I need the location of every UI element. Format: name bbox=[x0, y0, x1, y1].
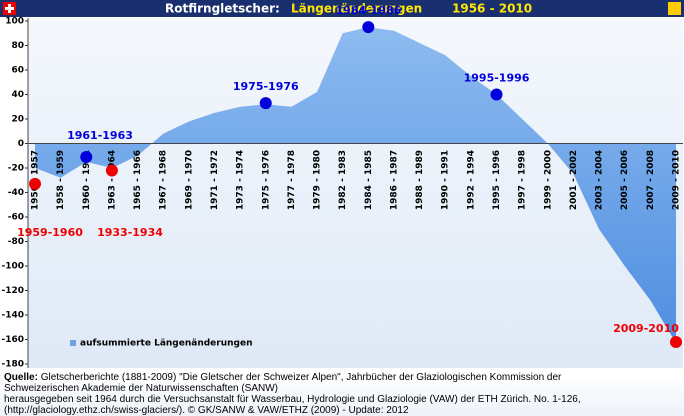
source-line: Quelle: Gletscherberichte (1881-2009) "D… bbox=[4, 372, 684, 383]
icon bbox=[668, 2, 681, 15]
x-tick-label: 1977 - 1978 bbox=[287, 150, 297, 210]
annotation-label: 1959-1960 bbox=[17, 226, 83, 239]
annotation-label: 1975-1976 bbox=[233, 80, 299, 93]
legend-label: aufsummierte Längenänderungen bbox=[80, 339, 253, 349]
marker bbox=[105, 164, 118, 177]
x-tick-label: 1988 - 1989 bbox=[415, 150, 425, 210]
marker bbox=[490, 88, 503, 101]
title-bar bbox=[0, 0, 684, 17]
x-tick-label: 2001 - 2002 bbox=[569, 150, 579, 210]
x-tick-label: 1958 - 1959 bbox=[56, 150, 66, 210]
marker bbox=[259, 97, 272, 110]
x-tick-label: 1992 - 1994 bbox=[466, 150, 476, 210]
annotation-label: 1984-1986 bbox=[335, 4, 401, 17]
y-tick-label: 80 bbox=[11, 41, 24, 51]
source-text: Schweizerischen Akademie der Naturwissen… bbox=[4, 383, 278, 394]
y-tick-label: -180 bbox=[1, 360, 24, 370]
y-tick-label: -100 bbox=[1, 262, 24, 272]
x-tick-label: 2007 - 2008 bbox=[646, 150, 656, 210]
marker bbox=[362, 21, 375, 34]
y-tick-label: 40 bbox=[11, 90, 24, 100]
x-tick-label: 1979 - 1980 bbox=[313, 150, 323, 210]
y-tick-label: -40 bbox=[8, 188, 24, 198]
x-tick-label: 1990 - 1991 bbox=[441, 150, 451, 210]
chart-subtitle: Längenänderungen bbox=[291, 2, 422, 16]
x-tick-label: 1984 - 1985 bbox=[364, 150, 374, 210]
source-text: herausgegeben seit 1964 durch die Versuc… bbox=[4, 394, 581, 405]
annotation-label: 1995-1996 bbox=[464, 72, 530, 85]
x-tick-label: 1997 - 1998 bbox=[518, 150, 528, 210]
x-tick-label: 1995 - 1996 bbox=[492, 150, 502, 210]
chart: Rotfirngletscher: Längenänderungen 1956 … bbox=[0, 0, 684, 370]
x-tick-label: 1975 - 1976 bbox=[261, 150, 271, 210]
area bbox=[35, 27, 676, 344]
y-tick-label: 60 bbox=[11, 66, 24, 76]
x-tick-label: 1982 - 1983 bbox=[338, 150, 348, 210]
y-tick-label: -20 bbox=[8, 164, 24, 174]
x-tick-label: 2009 - 2010 bbox=[672, 150, 682, 210]
marker bbox=[29, 177, 41, 190]
x-tick-label: 1999 - 2000 bbox=[543, 150, 553, 210]
y-tick-label: 20 bbox=[11, 115, 24, 125]
source-line: herausgegeben seit 1964 durch die Versuc… bbox=[4, 394, 684, 405]
x-tick-label: 1960 - 1961 bbox=[82, 150, 92, 210]
flag-cross bbox=[5, 4, 14, 13]
y-tick-label: -140 bbox=[1, 311, 24, 321]
annotation-label: 1961-1963 bbox=[67, 129, 133, 142]
source-text: Gletscherberichte (1881-2009) "Die Glets… bbox=[40, 372, 562, 383]
x-tick-label: 2005 - 2006 bbox=[620, 150, 630, 210]
y-tick-label: -80 bbox=[8, 237, 24, 247]
marker bbox=[670, 335, 682, 348]
annotation-label: 2009-2010 bbox=[613, 322, 679, 335]
x-tick-label: 1967 - 1968 bbox=[159, 150, 169, 210]
chart-title: Rotfirngletscher: bbox=[165, 2, 280, 16]
source-text: (http://glaciology.ethz.ch/swiss-glacier… bbox=[4, 405, 409, 416]
source-line: (http://glaciology.ethz.ch/swiss-glacier… bbox=[4, 405, 684, 416]
source-label: Quelle: bbox=[4, 372, 38, 383]
y-tick-label: 100 bbox=[5, 17, 24, 27]
y-tick-label: 0 bbox=[18, 139, 24, 149]
y-tick-label: -60 bbox=[8, 213, 24, 223]
y-tick-label: -120 bbox=[1, 286, 24, 296]
source: Quelle: Gletscherberichte (1881-2009) "D… bbox=[0, 372, 684, 416]
legend-swatch bbox=[70, 340, 76, 346]
chart-period: 1956 - 2010 bbox=[452, 2, 532, 16]
x-tick-label: 2003 - 2004 bbox=[595, 150, 605, 210]
marker bbox=[80, 150, 93, 163]
x-tick-label: 1969 - 1970 bbox=[184, 150, 194, 210]
x-tick-label: 1973 - 1974 bbox=[236, 150, 246, 210]
x-tick-label: 1965 - 1966 bbox=[133, 150, 143, 210]
y-tick-label: -160 bbox=[1, 335, 24, 345]
source-line: Schweizerischen Akademie der Naturwissen… bbox=[4, 383, 684, 394]
x-tick-label: 1971 - 1972 bbox=[210, 150, 220, 210]
x-tick-label: 1986 - 1987 bbox=[389, 150, 399, 210]
annotation-label: 1933-1934 bbox=[97, 226, 163, 239]
x-tick-label: 1963 - 1964 bbox=[107, 150, 117, 210]
